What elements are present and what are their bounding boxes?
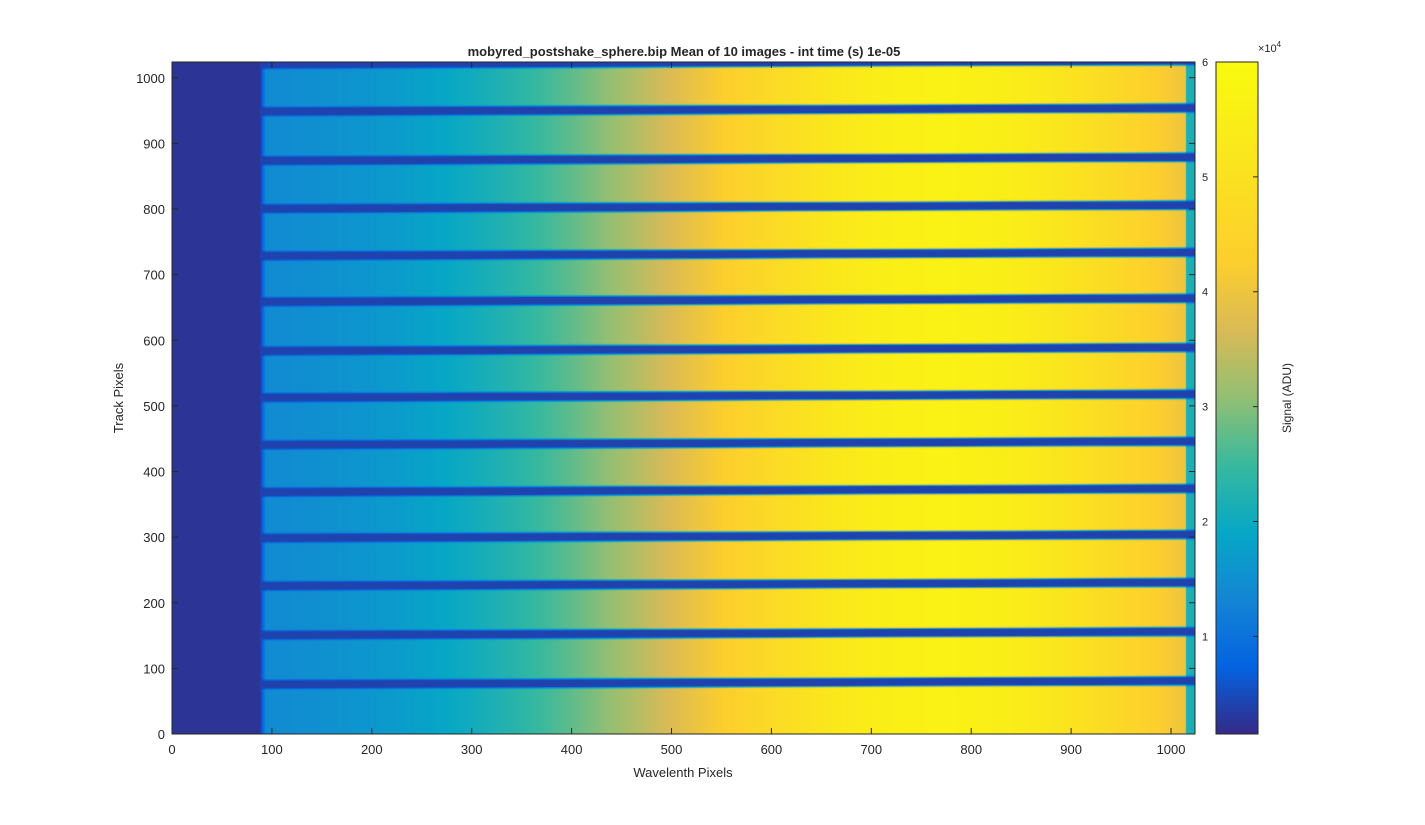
- x-tick-label: 200: [361, 742, 383, 757]
- y-tick-label: 200: [143, 596, 165, 611]
- x-tick-label: 400: [561, 742, 583, 757]
- colorbar-tick-label: 5: [1202, 172, 1208, 184]
- colorbar-gradient: [1215, 61, 1259, 735]
- x-tick-label: 600: [761, 742, 783, 757]
- colorbar-tick-label: 2: [1202, 516, 1208, 528]
- x-tick-label: 0: [168, 742, 175, 757]
- colorbar-tick-label: 6: [1202, 57, 1208, 69]
- colorbar-exponent-power: 4: [1277, 40, 1282, 49]
- heatmap-plot-area: [171, 61, 1196, 735]
- colorbar-label: Signal (ADU): [1280, 363, 1294, 433]
- colorbar-ticks: 1 2 3 4 5 6: [1202, 57, 1258, 643]
- x-tick-label: 800: [960, 742, 982, 757]
- y-tick-label: 500: [143, 399, 165, 414]
- x-tick-label: 900: [1060, 742, 1082, 757]
- y-tick-label: 600: [143, 333, 165, 348]
- x-axis-label: Wavelenth Pixels: [633, 765, 733, 780]
- y-tick-label: 900: [143, 136, 165, 151]
- y-tick-label: 800: [143, 202, 165, 217]
- x-tick-label: 500: [661, 742, 683, 757]
- heatmap-image: [172, 62, 1195, 734]
- colorbar-tick-label: 3: [1202, 402, 1208, 414]
- y-tick-label: 0: [158, 727, 165, 742]
- colorbar-exponent: ×104: [1258, 40, 1282, 55]
- plot-frame: [171, 61, 1196, 735]
- colorbar-tick-label: 1: [1202, 631, 1208, 643]
- colorbar-tick-label: 4: [1202, 287, 1208, 299]
- y-axis: 0 100 200 300 400 500 600 700 800 900 1000: [136, 71, 1195, 742]
- y-tick-label: 400: [143, 465, 165, 480]
- y-tick-label: 300: [143, 530, 165, 545]
- y-tick-label: 700: [143, 268, 165, 283]
- x-tick-label: 300: [461, 742, 483, 757]
- y-tick-label: 100: [143, 661, 165, 676]
- x-tick-label: 1000: [1157, 742, 1186, 757]
- x-tick-label: 100: [261, 742, 283, 757]
- chart-title: mobyred_postshake_sphere.bip Mean of 10 …: [468, 44, 901, 59]
- x-tick-label: 700: [860, 742, 882, 757]
- x-axis: 0 100 200 300 400 500 600 700 800 900 1000: [168, 62, 1185, 757]
- y-axis-label: Track Pixels: [111, 362, 126, 433]
- y-tick-label: 1000: [136, 71, 165, 86]
- colorbar-exponent-base: ×10: [1258, 43, 1277, 55]
